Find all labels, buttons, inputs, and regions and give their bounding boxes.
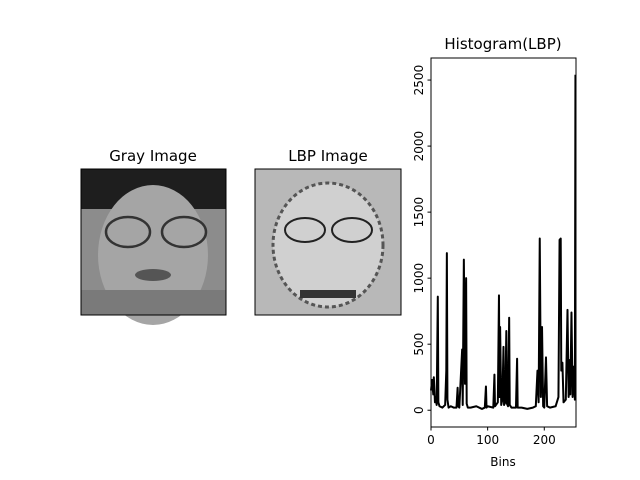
y-tick-label: 500 [412,333,426,356]
plot-frame [430,57,577,428]
x-tick-label: 0 [427,433,435,447]
chart-title: Histogram(LBP) [444,35,561,53]
y-tick-label: 2000 [412,131,426,162]
y-tick-label: 1500 [412,197,426,228]
y-tick-label: 2500 [412,65,426,96]
gray-image [80,168,227,325]
panel-title: LBP Image [288,147,367,165]
lbp-image [254,168,402,316]
y-tick-label: 0 [412,406,426,414]
y-tick-label: 1000 [412,263,426,294]
x-tick-label: 100 [476,433,499,447]
x-axis-label: Bins [490,455,515,469]
panel-title: Gray Image [109,147,197,165]
x-tick-label: 200 [533,433,556,447]
histogram-line [430,74,577,410]
